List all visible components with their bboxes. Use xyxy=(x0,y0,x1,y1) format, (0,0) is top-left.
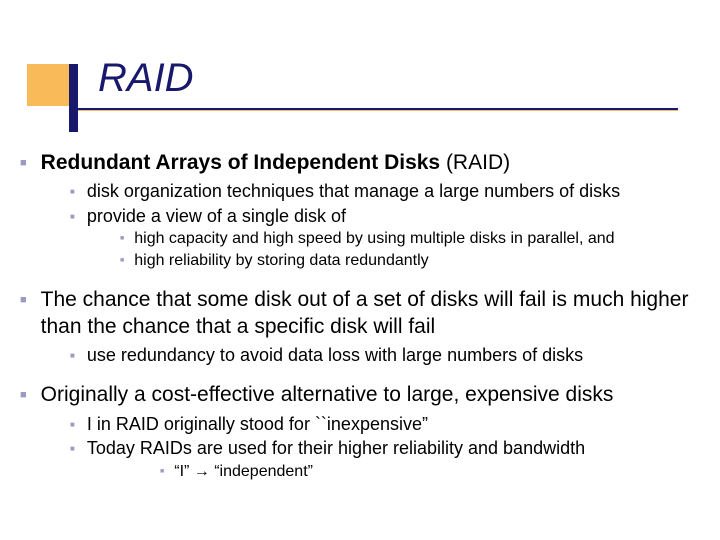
bullet-lvl1: ■ The chance that some disk out of a set… xyxy=(20,287,710,340)
bullet-lvl2: ■ Today RAIDs are used for their higher … xyxy=(70,437,710,460)
square-bullet-icon: ■ xyxy=(20,294,27,306)
bullet-text: Today RAIDs are used for their higher re… xyxy=(87,437,585,460)
accent-square xyxy=(27,64,69,106)
bullet-text: Originally a cost-effective alternative … xyxy=(41,382,614,408)
square-bullet-icon: ■ xyxy=(160,468,164,475)
bullet-lvl2: ■ disk organization techniques that mana… xyxy=(70,180,710,203)
square-bullet-icon: ■ xyxy=(70,420,75,429)
bullet-lvl3: ■ high capacity and high speed by using … xyxy=(120,229,710,249)
bullet-lvl3: ■ high reliability by storing data redun… xyxy=(120,251,710,271)
bullet-text: provide a view of a single disk of xyxy=(87,205,346,228)
bullet-text: Redundant Arrays of Independent Disks (R… xyxy=(41,150,510,176)
bullet-text: high reliability by storing data redunda… xyxy=(134,251,428,271)
slide-body: ■ Redundant Arrays of Independent Disks … xyxy=(20,150,710,484)
bullet-text: The chance that some disk out of a set o… xyxy=(41,287,710,340)
square-bullet-icon: ■ xyxy=(120,235,124,242)
bullet-lvl2: ■ provide a view of a single disk of xyxy=(70,205,710,228)
bullet-lvl4: ■ “I” → “independent” xyxy=(160,462,710,482)
bullet-text: “I” → “independent” xyxy=(174,462,313,482)
square-bullet-icon: ■ xyxy=(70,187,75,196)
bullet-text: I in RAID originally stood for ``inexpen… xyxy=(87,413,428,436)
slide-title: RAID xyxy=(98,56,194,101)
square-bullet-icon: ■ xyxy=(20,389,27,401)
bullet-lvl2: ■ use redundancy to avoid data loss with… xyxy=(70,344,710,367)
square-bullet-icon: ■ xyxy=(20,157,27,169)
accent-bar xyxy=(69,64,78,132)
bullet-lvl1: ■ Redundant Arrays of Independent Disks … xyxy=(20,150,710,176)
bullet-lvl2: ■ I in RAID originally stood for ``inexp… xyxy=(70,413,710,436)
title-underline-orange xyxy=(78,110,678,111)
slide-header: RAID xyxy=(0,0,720,125)
bullet-text: high capacity and high speed by using mu… xyxy=(134,229,614,249)
square-bullet-icon: ■ xyxy=(70,351,75,360)
square-bullet-icon: ■ xyxy=(120,257,124,264)
square-bullet-icon: ■ xyxy=(70,444,75,453)
bullet-text: use redundancy to avoid data loss with l… xyxy=(87,344,583,367)
square-bullet-icon: ■ xyxy=(70,212,75,221)
bullet-lvl1: ■ Originally a cost-effective alternativ… xyxy=(20,382,710,408)
bullet-text: disk organization techniques that manage… xyxy=(87,180,620,203)
